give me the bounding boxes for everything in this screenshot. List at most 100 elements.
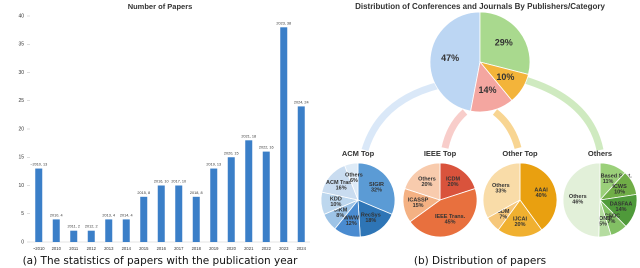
slice-percent: 46% — [572, 200, 583, 206]
value-label: 2021, 18 — [241, 134, 256, 138]
value-label: 2013, 4 — [102, 213, 115, 217]
slice-percent: 10% — [496, 72, 514, 82]
pie-slice — [357, 162, 396, 215]
slice-percent: 7% — [607, 219, 615, 225]
value-label: 2019, 13 — [206, 163, 221, 167]
slice-name: SDM — [497, 209, 510, 215]
chart-title: ACM Top — [342, 149, 375, 158]
slice-name: IJCAI — [513, 217, 528, 223]
slice-name: CIKM — [333, 208, 347, 214]
chart-title: Distribution of Conferences and Journals… — [355, 2, 605, 11]
slice-name: AAAI — [534, 188, 548, 194]
slice-label: ICONIP 5% — [594, 217, 613, 229]
pie-slice — [479, 11, 531, 75]
slice-label: RecSys 18% — [361, 213, 381, 225]
slice-name: KDD — [330, 197, 342, 203]
x-tick-label: 2022 — [262, 246, 272, 251]
x-tick-label: ~2010 — [33, 246, 45, 251]
x-tick-label: 2018 — [192, 246, 202, 251]
bar — [140, 196, 148, 242]
slice-name: ICSOC — [603, 214, 620, 220]
slice-label: ICDM 20% — [446, 177, 460, 189]
slice-percent: 47% — [441, 54, 459, 64]
slice-name: ICDM — [446, 177, 460, 183]
bar — [105, 219, 113, 242]
value-label: 2022, 16 — [259, 146, 274, 150]
x-tick-label: 2023 — [279, 246, 289, 251]
bar — [35, 168, 43, 242]
slice-percent: 5% — [599, 222, 607, 228]
slice-percent: 7% — [499, 215, 507, 221]
slice-name: WWW — [343, 216, 359, 222]
chart-title: Number of Papers — [128, 2, 193, 11]
slice-label: Others 46% — [569, 194, 587, 206]
slice-percent: 16% — [336, 186, 347, 192]
slice-percent: 8% — [336, 214, 344, 220]
x-tick-label: 2021 — [244, 246, 254, 251]
slice-percent: 12% — [346, 221, 357, 227]
slice-percent: 45% — [445, 220, 456, 226]
y-tick-label: 0 — [21, 239, 24, 245]
slice-label: DASFAA 14% — [610, 202, 633, 214]
pie-slice — [482, 162, 521, 219]
bar — [227, 157, 235, 242]
slice-label: ACM Trans. 16% — [326, 180, 357, 192]
bar — [192, 196, 200, 242]
bar — [122, 219, 130, 242]
slice-name: Others — [418, 177, 436, 183]
slice-label: WWW 12% — [343, 216, 359, 228]
slice-percent: 6% — [350, 178, 358, 184]
bar — [70, 230, 78, 242]
slice-percent: 14% — [616, 207, 627, 213]
value-label: 2014, 4 — [120, 213, 133, 217]
slice-label: 10% — [496, 72, 514, 82]
bar — [297, 106, 305, 243]
slice-name: ICASSP — [408, 198, 429, 204]
pie-slice — [357, 199, 393, 238]
bar — [52, 219, 60, 242]
pie-slice — [497, 199, 543, 238]
y-tick-label: 10 — [18, 183, 24, 189]
value-label: 2012, 2 — [85, 225, 98, 229]
arrows — [361, 76, 604, 152]
pie-slice — [409, 188, 478, 238]
pie-slice — [429, 11, 481, 112]
bar — [245, 140, 253, 242]
slice-percent: 40% — [536, 193, 547, 199]
slice-percent: 10% — [614, 190, 625, 196]
value-label: 2010, 4 — [50, 213, 63, 217]
value-label: 2017, 10 — [171, 180, 186, 184]
slice-percent: 11% — [603, 180, 614, 186]
pie-slice — [344, 162, 359, 201]
slice-label: ICWS 10% — [612, 184, 627, 196]
slice-label: SDM 7% — [497, 209, 510, 221]
y-tick-label: 35 — [18, 42, 24, 48]
slice-label: 47% — [441, 54, 459, 64]
slice-label: KDD 10% — [330, 197, 342, 209]
x-tick-label: 2010 — [52, 246, 62, 251]
slice-percent: 32% — [371, 188, 382, 194]
bar — [157, 185, 165, 242]
slice-name: Others — [569, 194, 587, 200]
slice-percent: 20% — [514, 222, 525, 228]
slice-name: Others — [492, 183, 510, 189]
slice-label: ICASSP 15% — [408, 198, 429, 210]
bar — [87, 230, 95, 242]
pie-slice — [519, 162, 558, 231]
slice-name: ICONIP — [594, 217, 613, 223]
slice-label: IJCAI 20% — [513, 217, 528, 229]
x-tick-label: 2017 — [174, 246, 184, 251]
value-label: 2011, 2 — [68, 225, 80, 229]
value-label: 2015, 8 — [137, 191, 150, 195]
y-tick-label: 5 — [21, 211, 24, 217]
slice-label: Know.Based Syst. 11% — [584, 174, 632, 186]
slice-percent: 10% — [330, 202, 341, 208]
slice-name: IEEE Trans. — [435, 214, 466, 220]
slice-name: DASFAA — [610, 202, 633, 208]
bar — [175, 185, 183, 242]
slice-label: Others 6% — [345, 173, 363, 185]
pie-slice — [562, 162, 601, 238]
slice-label: Others 33% — [492, 183, 510, 195]
y-tick-label: 30 — [18, 70, 24, 76]
